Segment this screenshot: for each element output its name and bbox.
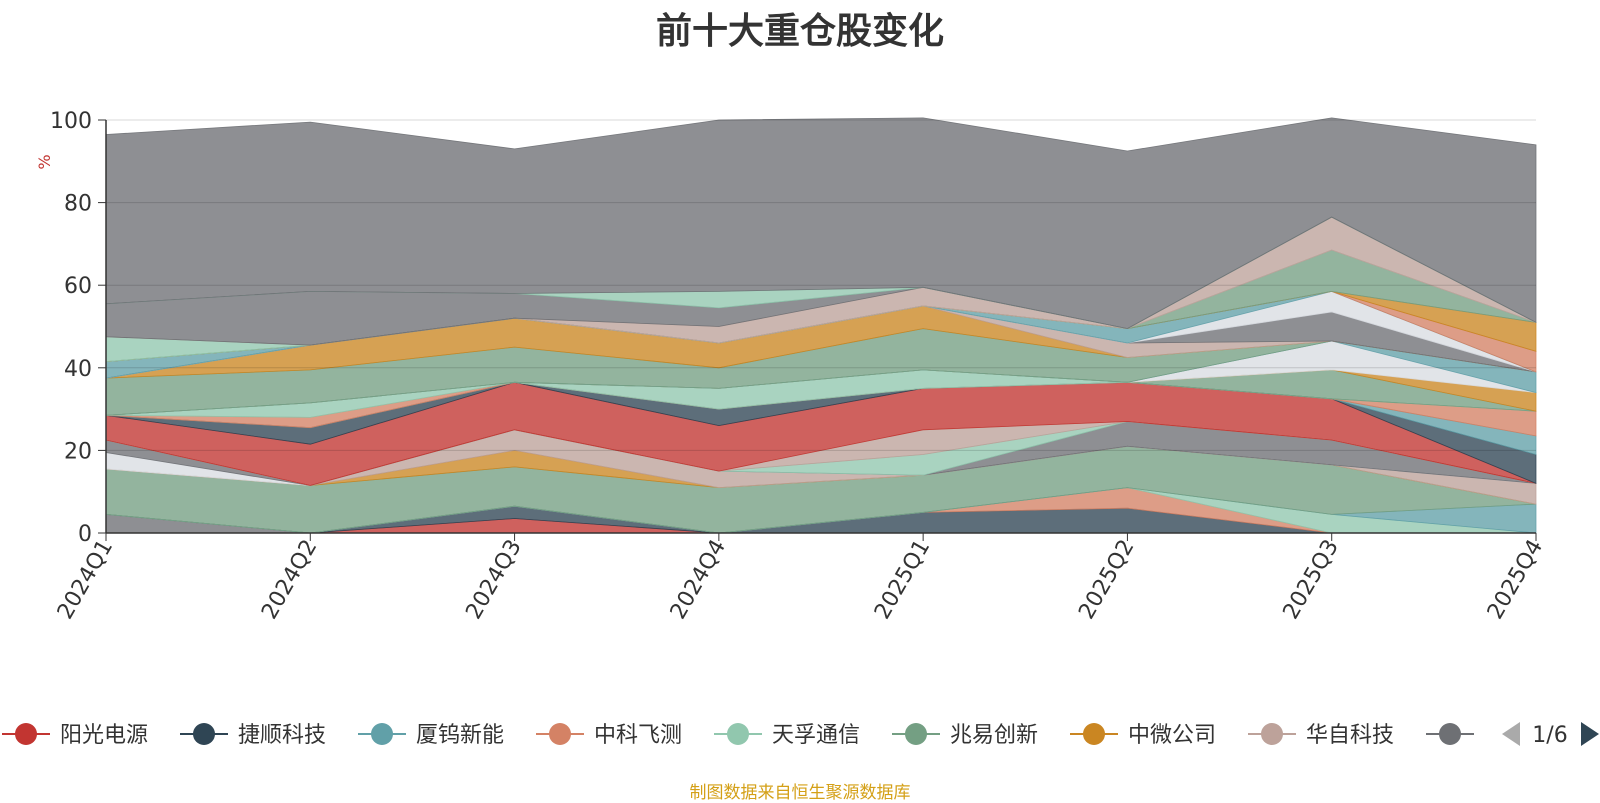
x-tick-label: 2025Q1	[870, 536, 935, 624]
legend-label: 中微公司	[1128, 723, 1216, 748]
x-tick-label: 2025Q3	[1279, 536, 1344, 624]
area-layer-35	[105, 117, 1537, 330]
triangle-right-icon[interactable]	[1581, 722, 1599, 746]
y-tick-label: 60	[64, 274, 92, 299]
x-tick-label: 2024Q1	[53, 536, 118, 624]
x-tick-label: 2025Q2	[1074, 536, 1139, 624]
legend-item[interactable]: 中科飞测	[536, 723, 682, 748]
chart-title: 前十大重仓股变化	[655, 11, 944, 52]
y-axis-label: %	[35, 154, 54, 169]
x-tick-label: 2025Q4	[1483, 536, 1548, 624]
legend-circle-icon	[1261, 723, 1283, 745]
legend-item[interactable]: 天孚通信	[714, 723, 860, 748]
legend-circle-icon	[905, 723, 927, 745]
legend-label: 兆易创新	[950, 723, 1038, 748]
legend-circle-icon	[1439, 723, 1461, 745]
y-tick-label: 40	[64, 357, 92, 382]
legend-circle-icon	[15, 723, 37, 745]
legend-item[interactable]: 阳光电源	[2, 723, 148, 748]
legend-label: 华自科技	[1306, 723, 1394, 748]
legend-label: 天孚通信	[772, 723, 860, 748]
y-tick-label: 0	[78, 522, 92, 547]
legend-item[interactable]: 中微公司	[1070, 723, 1216, 748]
legend-label: 阳光电源	[60, 723, 148, 748]
legend-overflow-mask	[1478, 712, 1600, 758]
legend-item[interactable]	[1426, 723, 1474, 745]
legend: 阳光电源 捷顺科技 厦钨新能 中科飞测 天孚通信 兆易创新 中微公司 华自科技 1/6	[2, 712, 1600, 758]
x-tick-label: 2024Q2	[257, 536, 322, 624]
legend-item[interactable]: 兆易创新	[892, 723, 1038, 748]
y-tick-label: 80	[64, 192, 92, 217]
y-tick-label: 100	[50, 109, 92, 134]
legend-label: 厦钨新能	[416, 723, 504, 748]
legend-label: 捷顺科技	[238, 723, 326, 748]
legend-circle-icon	[1083, 723, 1105, 745]
triangle-left-icon[interactable]	[1502, 722, 1520, 746]
x-tick-label: 2024Q4	[666, 536, 731, 624]
legend-circle-icon	[193, 723, 215, 745]
legend-page-indicator: 1/6	[1532, 723, 1567, 748]
legend-circle-icon	[371, 723, 393, 745]
stacked-areas	[105, 117, 1537, 534]
legend-circle-icon	[549, 723, 571, 745]
legend-item[interactable]: 捷顺科技	[180, 723, 326, 748]
legend-item[interactable]: 华自科技	[1248, 723, 1394, 748]
grid-lines	[106, 119, 1536, 451]
legend-label: 中科飞测	[594, 723, 682, 748]
x-tick-label: 2024Q3	[461, 536, 526, 624]
source-note: 制图数据来自恒生聚源数据库	[689, 783, 911, 803]
legend-item[interactable]: 厦钨新能	[358, 723, 504, 748]
legend-circle-icon	[727, 723, 749, 745]
y-tick-label: 20	[64, 439, 92, 464]
